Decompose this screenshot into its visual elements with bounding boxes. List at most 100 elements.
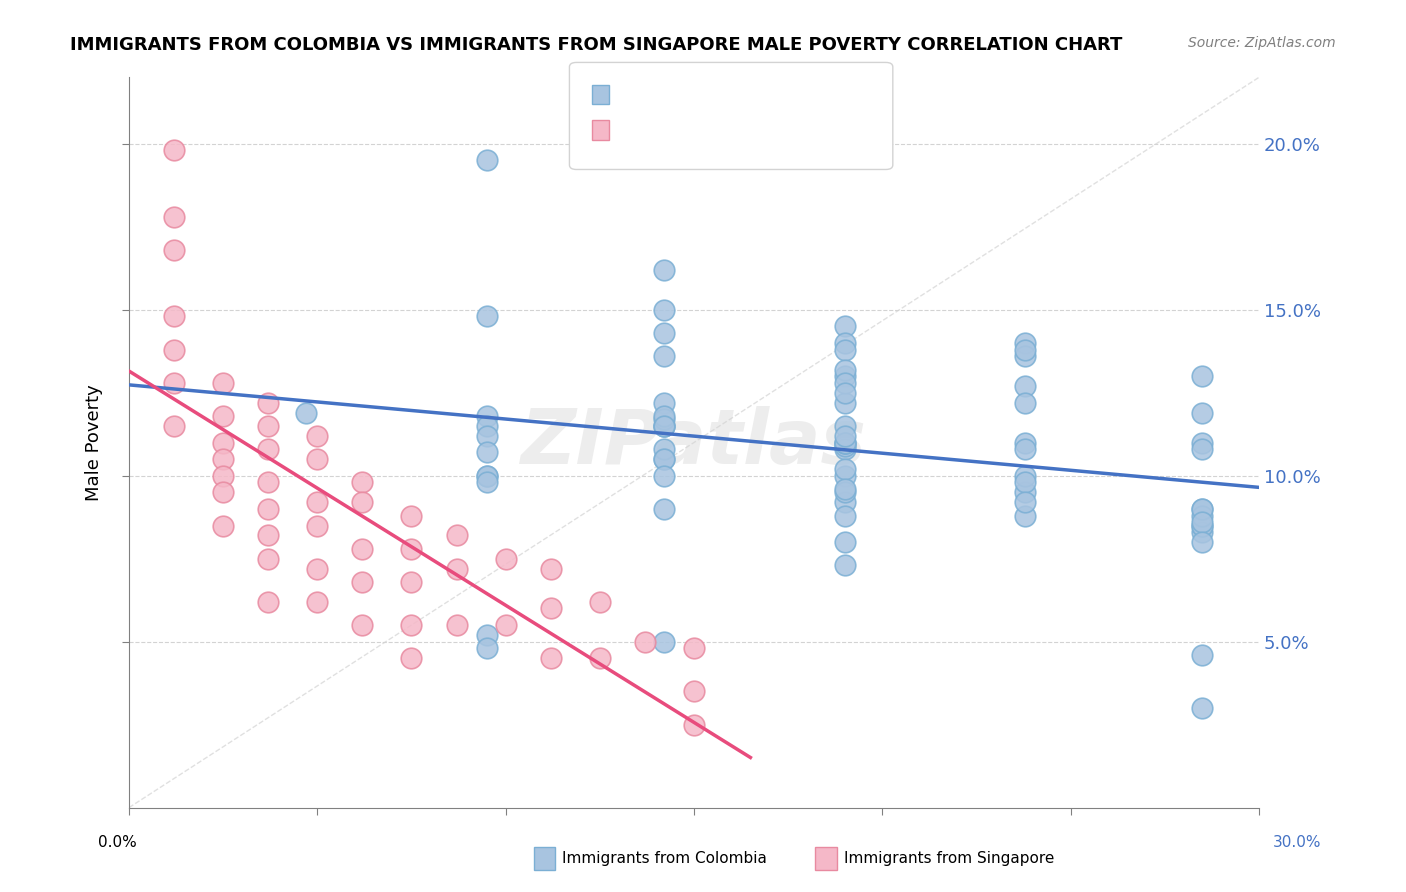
Point (834, 395, 856, 409)
Point (652, 452, 675, 467)
Point (257, 528, 280, 542)
Point (495, 618, 517, 632)
Point (1191, 508, 1213, 523)
Point (257, 442, 280, 457)
Point (212, 452, 235, 467)
Point (1014, 335, 1036, 350)
Point (652, 302, 675, 317)
Point (475, 628, 498, 642)
Point (307, 561, 329, 575)
Point (834, 442, 856, 457)
Point (212, 409, 235, 423)
Point (834, 495, 856, 509)
Point (307, 518, 329, 533)
Point (1014, 435, 1036, 450)
Point (834, 362, 856, 376)
Point (683, 641, 706, 656)
Point (834, 508, 856, 523)
Point (446, 618, 468, 632)
Point (475, 468, 498, 483)
Point (1191, 535, 1213, 549)
Point (834, 385, 856, 400)
Point (257, 395, 280, 409)
Point (212, 435, 235, 450)
Point (352, 541, 374, 556)
Point (589, 651, 612, 665)
Point (1014, 379, 1036, 393)
Point (352, 495, 374, 509)
Point (401, 651, 423, 665)
Point (834, 462, 856, 476)
Point (475, 153, 498, 168)
Point (1191, 442, 1213, 457)
Point (1191, 518, 1213, 533)
Point (475, 419, 498, 434)
Point (401, 574, 423, 589)
Point (589, 595, 612, 609)
Point (257, 551, 280, 566)
Point (475, 641, 498, 656)
Point (652, 326, 675, 340)
Point (540, 601, 562, 615)
Point (163, 419, 186, 434)
Point (652, 263, 675, 277)
Y-axis label: Male Poverty: Male Poverty (86, 384, 103, 501)
Text: Immigrants from Colombia: Immigrants from Colombia (562, 851, 768, 865)
Point (257, 595, 280, 609)
Point (1014, 343, 1036, 357)
Point (834, 468, 856, 483)
Point (352, 574, 374, 589)
Point (1191, 502, 1213, 516)
Point (401, 618, 423, 632)
Point (652, 395, 675, 409)
Point (652, 634, 675, 648)
Point (1191, 369, 1213, 384)
Point (1191, 406, 1213, 420)
Point (652, 419, 675, 434)
Point (652, 419, 675, 434)
Point (652, 349, 675, 363)
Point (295, 406, 318, 420)
Point (652, 412, 675, 426)
Point (540, 561, 562, 575)
Point (834, 319, 856, 334)
Point (1014, 349, 1036, 363)
Point (257, 475, 280, 490)
Point (352, 475, 374, 490)
Text: Immigrants from Singapore: Immigrants from Singapore (844, 851, 1054, 865)
Point (540, 651, 562, 665)
Point (1191, 435, 1213, 450)
Point (257, 419, 280, 434)
Point (163, 376, 186, 390)
Point (834, 419, 856, 434)
Point (834, 335, 856, 350)
Point (163, 243, 186, 257)
Point (834, 435, 856, 450)
Point (475, 310, 498, 324)
Point (1191, 701, 1213, 715)
Point (1191, 515, 1213, 529)
Point (307, 595, 329, 609)
Point (1014, 508, 1036, 523)
Point (446, 561, 468, 575)
Point (1014, 475, 1036, 490)
Point (475, 409, 498, 423)
Point (834, 376, 856, 390)
Text: R = -0.167   N = 52: R = -0.167 N = 52 (612, 120, 775, 138)
Text: Source: ZipAtlas.com: Source: ZipAtlas.com (1188, 36, 1336, 50)
Point (163, 343, 186, 357)
Point (1191, 502, 1213, 516)
Point (834, 369, 856, 384)
Point (212, 518, 235, 533)
Point (1014, 442, 1036, 457)
Point (834, 439, 856, 453)
Point (307, 429, 329, 443)
Point (257, 502, 280, 516)
Point (212, 485, 235, 500)
Point (834, 535, 856, 549)
Text: IMMIGRANTS FROM COLOMBIA VS IMMIGRANTS FROM SINGAPORE MALE POVERTY CORRELATION C: IMMIGRANTS FROM COLOMBIA VS IMMIGRANTS F… (70, 36, 1122, 54)
Point (1191, 525, 1213, 540)
Point (446, 528, 468, 542)
Point (834, 482, 856, 496)
Point (834, 435, 856, 450)
